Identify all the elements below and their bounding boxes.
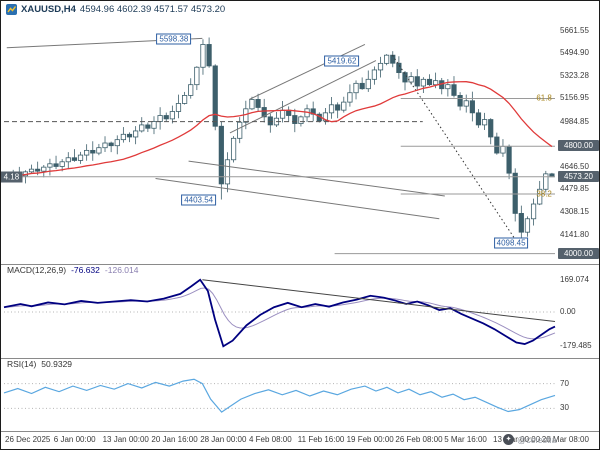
title-bar: XAUUSD,H4 4594.96 4602.39 4571.57 4573.2… bbox=[6, 4, 225, 15]
candlestick-series bbox=[4, 37, 555, 241]
rsi-header: RSI(14) 50.9329 bbox=[7, 359, 72, 369]
overlay-channel-asc-lower bbox=[229, 60, 377, 134]
price-axis[interactable] bbox=[555, 1, 599, 431]
overlay-channel-asc-upper bbox=[248, 44, 366, 100]
rsi-label: RSI(14) bbox=[7, 359, 37, 369]
rsi-value: 50.9329 bbox=[41, 359, 73, 369]
overlay-resistance-top bbox=[6, 37, 203, 49]
overlay-channel-mid-lower bbox=[155, 178, 440, 220]
macd-line bbox=[3, 278, 556, 348]
rsi-line bbox=[3, 378, 556, 413]
chart-title-ohlc: 4594.96 4602.39 4571.57 4573.20 bbox=[79, 4, 226, 15]
macd-trendline bbox=[202, 279, 556, 323]
macd-value-main: -76.632 bbox=[71, 265, 100, 275]
overlay-channel-mid-upper bbox=[188, 160, 445, 197]
app-icon bbox=[6, 4, 17, 15]
macd-value-signal: -126.014 bbox=[104, 265, 139, 275]
macd-signal-line bbox=[3, 287, 556, 340]
chart-title-symbol: XAUUSD,H4 bbox=[21, 4, 76, 15]
overlay-projection-dotted bbox=[392, 54, 516, 240]
macd-header: MACD(12,26,9) -76.632 -126.014 bbox=[7, 265, 138, 275]
watermark: ✦ @celestia bbox=[503, 434, 557, 445]
watermark-text: @celestia bbox=[517, 434, 557, 445]
ma-line bbox=[6, 81, 553, 178]
overlay-trendlines bbox=[4, 37, 555, 255]
watermark-logo-icon: ✦ bbox=[503, 434, 514, 445]
macd-label: MACD(12,26,9) bbox=[7, 265, 67, 275]
